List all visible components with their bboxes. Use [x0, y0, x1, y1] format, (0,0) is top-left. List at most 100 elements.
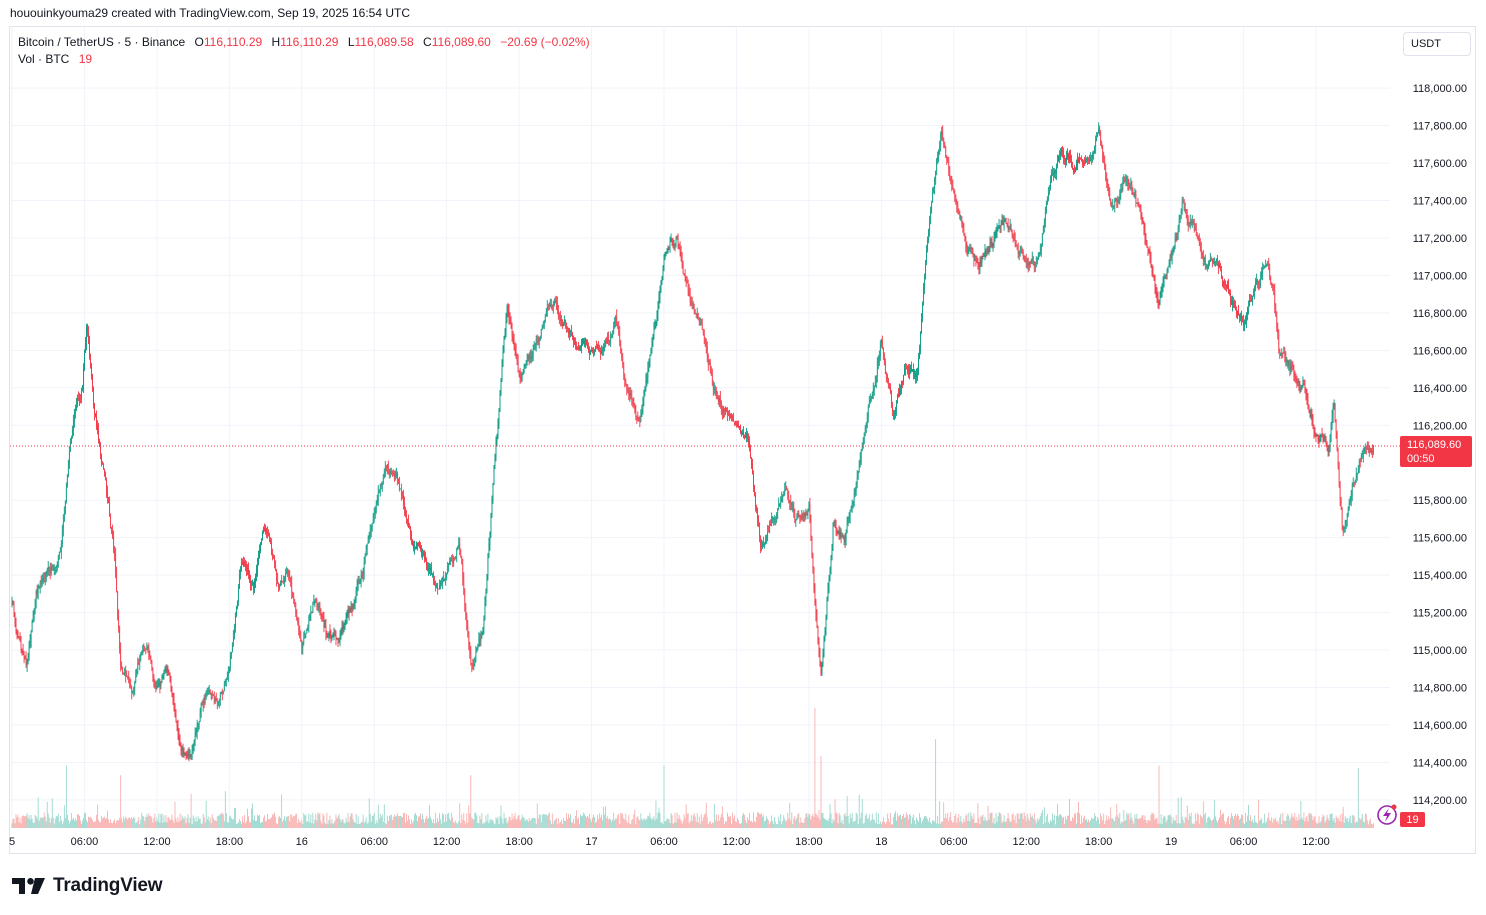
volume-bar: [449, 818, 451, 828]
volume-bar: [871, 813, 873, 828]
candle-body: [887, 375, 888, 380]
volume-bar: [424, 822, 425, 828]
candle-body: [1203, 257, 1205, 261]
time-tick-label: 18:00: [1085, 836, 1113, 848]
volume-bar: [1336, 818, 1338, 828]
candle-body: [613, 326, 615, 335]
volume-bar: [1014, 815, 1016, 828]
volume-bar: [43, 812, 45, 828]
volume-bar: [853, 821, 855, 828]
candle-body: [404, 503, 405, 510]
candle-body: [435, 584, 436, 588]
candle-body: [554, 300, 556, 302]
tradingview-logo[interactable]: TradingView: [12, 874, 163, 898]
candle-body: [762, 543, 763, 546]
volume-bar: [1180, 797, 1182, 828]
candle-body: [29, 641, 31, 647]
volume-bar: [1240, 818, 1241, 828]
volume-bar: [1364, 813, 1366, 828]
volume-bar: [995, 812, 997, 828]
candle-body: [701, 324, 703, 330]
candle-body: [622, 358, 624, 366]
volume-bar: [673, 822, 675, 828]
candle-body: [307, 627, 309, 629]
candle-body: [390, 471, 392, 473]
volume-bar: [1292, 816, 1294, 828]
lightning-icon[interactable]: [1377, 804, 1397, 825]
volume-bar: [276, 823, 278, 828]
candle-body: [1111, 205, 1113, 208]
volume-bar: [846, 796, 848, 828]
candle-body: [276, 569, 277, 580]
volume-bar: [765, 820, 767, 828]
volume-bar: [586, 817, 587, 828]
candle-body: [516, 358, 518, 362]
volume-bar: [940, 823, 942, 828]
volume-bar: [665, 820, 667, 828]
volume-bar: [1325, 820, 1327, 828]
volume-bar: [694, 816, 696, 828]
volume-bar: [689, 821, 691, 828]
volume-bar: [778, 816, 780, 828]
volume-bar: [792, 824, 794, 828]
volume-bar: [330, 823, 332, 828]
candle-body: [1334, 403, 1336, 422]
candle-body: [658, 297, 660, 306]
volume-bar: [42, 817, 44, 828]
volume-bar: [38, 820, 40, 828]
volume-bar: [70, 813, 72, 828]
volume-bar: [1318, 816, 1320, 828]
candle-body: [809, 504, 811, 521]
volume-bar: [682, 820, 684, 828]
symbol-label[interactable]: Bitcoin / TetherUS · 5 · Binance: [18, 35, 186, 49]
volume-bar: [1006, 818, 1008, 828]
candle-body: [110, 516, 111, 528]
candle-body: [184, 752, 186, 755]
candle-body: [201, 704, 203, 706]
candle-body: [224, 679, 226, 683]
candle-body: [536, 339, 538, 342]
candle-body: [1113, 205, 1115, 207]
volume-bar: [241, 823, 242, 828]
volume-bar: [92, 820, 93, 828]
candle-body: [17, 632, 19, 637]
volume-bar: [444, 822, 446, 828]
candle-body: [529, 355, 531, 360]
currency-button[interactable]: USDT: [1403, 32, 1471, 56]
volume-label[interactable]: Vol · BTC: [18, 52, 70, 66]
candle-body: [231, 644, 233, 653]
volume-bar: [359, 823, 361, 828]
volume-bar: [1302, 819, 1304, 828]
candle-body: [936, 159, 938, 171]
volume-bar: [106, 818, 107, 828]
volume-bar: [448, 812, 450, 828]
volume-bar: [608, 819, 610, 828]
volume-bar: [1319, 822, 1321, 828]
candle-body: [385, 466, 387, 468]
candle-body: [873, 386, 875, 390]
volume-bar: [746, 823, 747, 828]
volume-bar: [1106, 815, 1108, 828]
candle-body: [97, 426, 98, 430]
volume-bar: [193, 817, 195, 828]
candle-body: [607, 338, 609, 344]
volume-bar: [29, 819, 31, 828]
volume-bar: [265, 821, 266, 828]
volume-bar: [256, 820, 257, 828]
candle-body: [704, 337, 706, 343]
volume-bar: [1262, 823, 1264, 828]
candle-body: [477, 645, 479, 649]
volume-bar: [957, 817, 959, 828]
volume-bar: [410, 824, 411, 828]
candle-body: [179, 741, 181, 746]
price-tick-label: 114,200.00: [1413, 795, 1467, 807]
candle-body: [229, 656, 231, 667]
candle-body: [528, 354, 530, 360]
candle-body: [815, 603, 817, 615]
volume-bar: [1360, 818, 1362, 828]
volume-bar: [208, 820, 210, 828]
volume-bar: [184, 816, 186, 828]
volume-bar: [341, 819, 343, 828]
